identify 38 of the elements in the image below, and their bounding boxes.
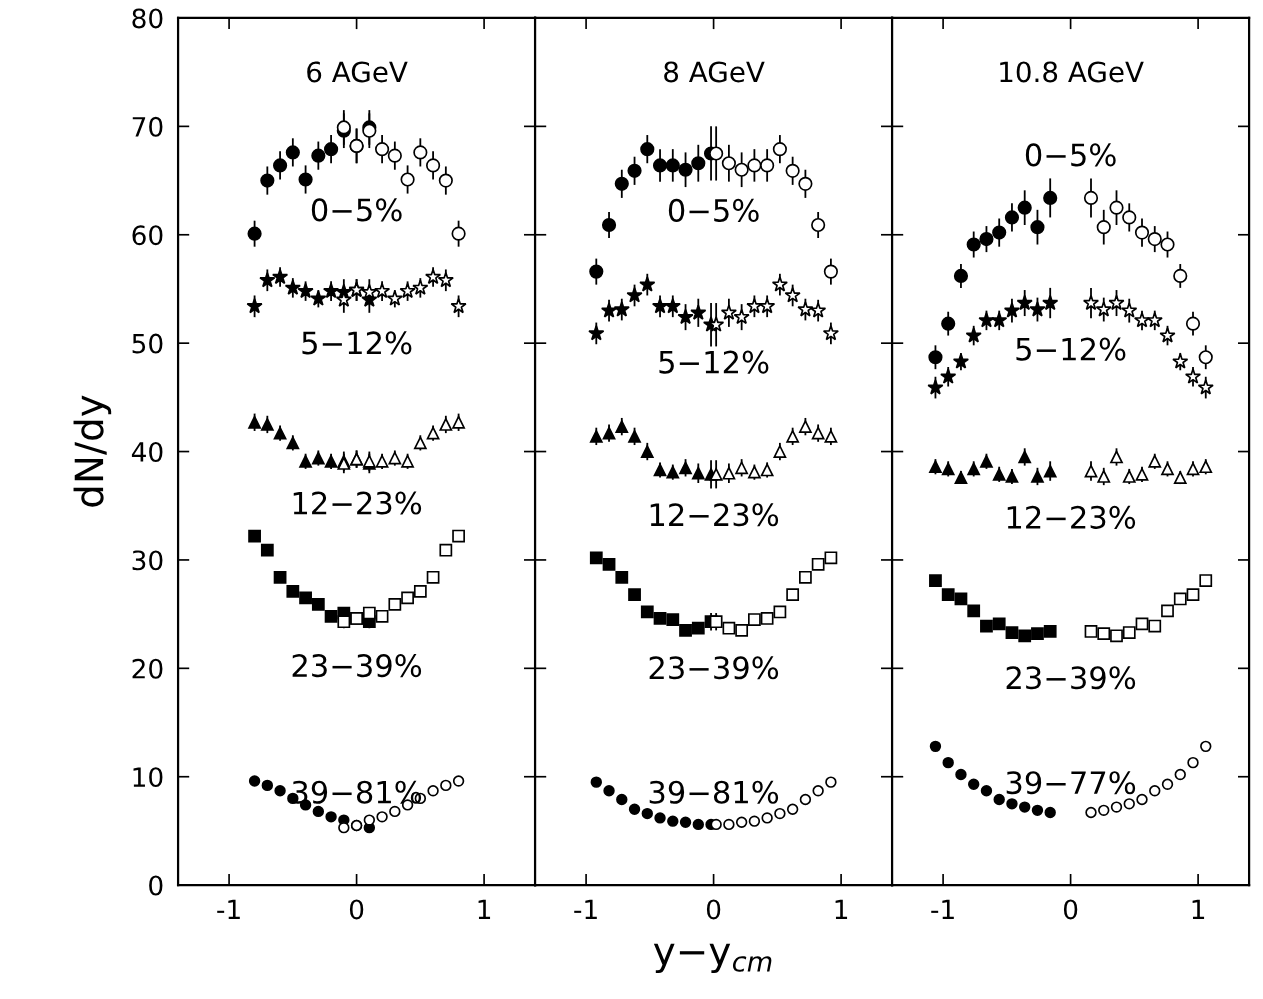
annotation: 0−5% xyxy=(1025,143,1116,167)
annotation: 5−12% xyxy=(659,350,769,374)
annotation: 23−39% xyxy=(1006,666,1136,690)
x-tick-label: 0 xyxy=(706,899,721,920)
annotation: 5−12% xyxy=(302,331,412,355)
y-tick-label: 10 xyxy=(133,767,163,788)
y-tick-label: 0 xyxy=(149,875,163,896)
y-axis-title: dN/dy xyxy=(73,395,112,507)
x-tick-label: -1 xyxy=(574,899,597,920)
y-tick-label: 20 xyxy=(132,658,163,679)
annotation: 0−5% xyxy=(668,198,759,222)
annotation: 5−12% xyxy=(1016,337,1126,361)
annotation: 12−23% xyxy=(293,491,422,515)
annotation: 39−81% xyxy=(649,780,779,804)
x-tick-label: 1 xyxy=(478,899,491,920)
x-tick-label: 1 xyxy=(1192,899,1205,920)
annotation: 39−81% xyxy=(292,780,422,804)
text: 6 AGeV xyxy=(307,61,408,83)
x-tick-label: -1 xyxy=(217,899,240,920)
annotation: 23−39% xyxy=(292,654,422,678)
y-tick-label: 60 xyxy=(132,225,163,246)
annotation: 12−23% xyxy=(1007,505,1136,529)
annotation: 0−5% xyxy=(311,198,402,222)
text: 10.8 AGeV xyxy=(1000,61,1144,83)
x-tick-label: -1 xyxy=(931,899,954,920)
x-tick-label: 1 xyxy=(835,899,848,920)
x-tick-label: 0 xyxy=(349,899,364,920)
y-tick-label: 80 xyxy=(132,8,163,29)
annotation: 23−39% xyxy=(649,656,779,680)
y-tick-label: 30 xyxy=(132,550,163,571)
annotation: 39−77% xyxy=(1006,771,1136,795)
y-tick-label: 70 xyxy=(132,116,163,137)
annotation: 12−23% xyxy=(650,503,779,527)
y-tick-label: 40 xyxy=(131,441,163,462)
x-tick-label: 0 xyxy=(1063,899,1078,920)
x-axis-title: y−y$_{cm}$ xyxy=(653,943,772,974)
y-tick-label: 50 xyxy=(132,333,163,354)
text: 8 AGeV xyxy=(664,61,765,83)
